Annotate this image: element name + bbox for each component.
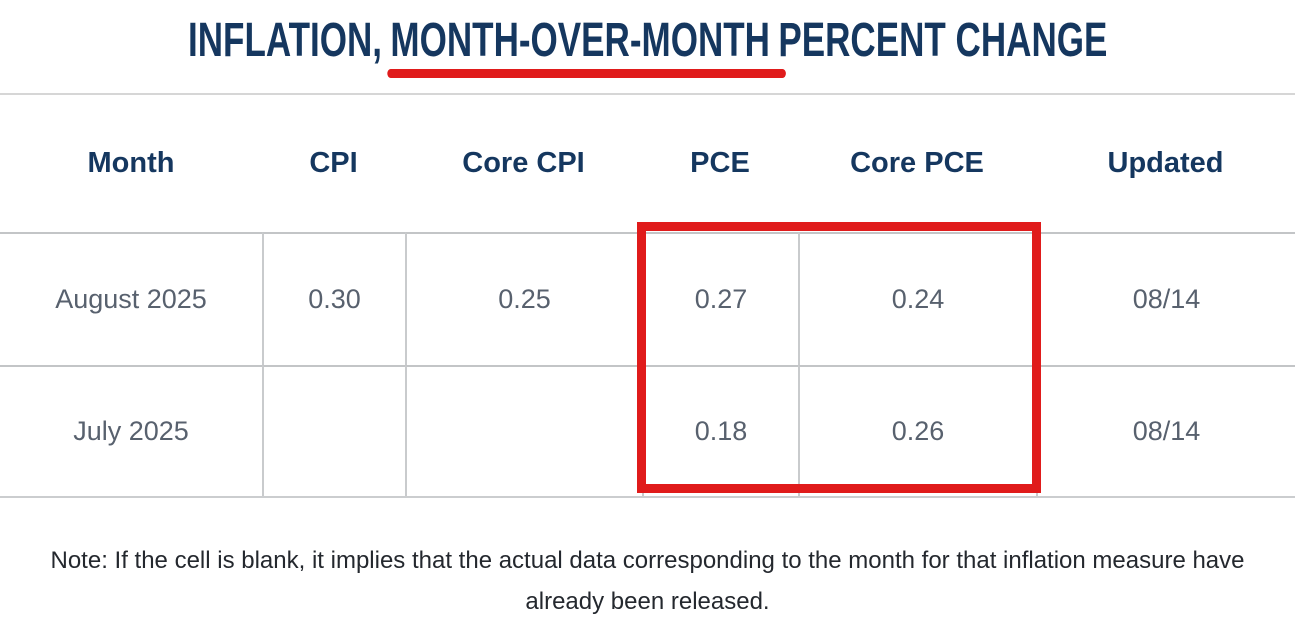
title-highlight-wrap: MONTH-OVER-MONTH (387, 13, 786, 78)
column-header-updated: Updated (1107, 147, 1224, 179)
cell-august-updated: 08/14 (1036, 232, 1295, 365)
column-header-core-pce: Core PCE (850, 147, 984, 179)
cell-august-core-pce: 0.24 (798, 232, 1036, 365)
cell-august-cpi: 0.30 (262, 232, 405, 365)
title-suffix: PERCENT CHANGE (778, 14, 1108, 67)
inflation-table: Month CPI Core CPI PCE Core PCE Updated … (0, 93, 1295, 498)
page-title: INFLATION, MONTH-OVER-MONTH PERCENT CHANGE (187, 13, 1108, 78)
title-highlighted-text: MONTH-OVER-MONTH (390, 14, 770, 67)
cell-july-pce: 0.18 (642, 365, 798, 496)
red-underline-annotation (387, 69, 786, 78)
title-bar: INFLATION, MONTH-OVER-MONTH PERCENT CHANGE (0, 0, 1295, 93)
cell-july-core-pce: 0.26 (798, 365, 1036, 496)
cell-august-pce: 0.27 (642, 232, 798, 365)
cell-july-core-cpi (405, 365, 642, 496)
cell-july-month: July 2025 (0, 365, 262, 496)
cell-july-cpi (262, 365, 405, 496)
cell-august-core-cpi: 0.25 (405, 232, 642, 365)
cell-august-month: August 2025 (0, 232, 262, 365)
column-header-month: Month (87, 147, 175, 179)
column-header-core-cpi: Core CPI (462, 147, 585, 179)
cell-july-updated: 08/14 (1036, 365, 1295, 496)
footnote: Note: If the cell is blank, it implies t… (50, 547, 1245, 615)
title-prefix: INFLATION, (187, 14, 382, 67)
column-header-cpi: CPI (309, 147, 358, 179)
column-header-pce: PCE (690, 147, 750, 179)
